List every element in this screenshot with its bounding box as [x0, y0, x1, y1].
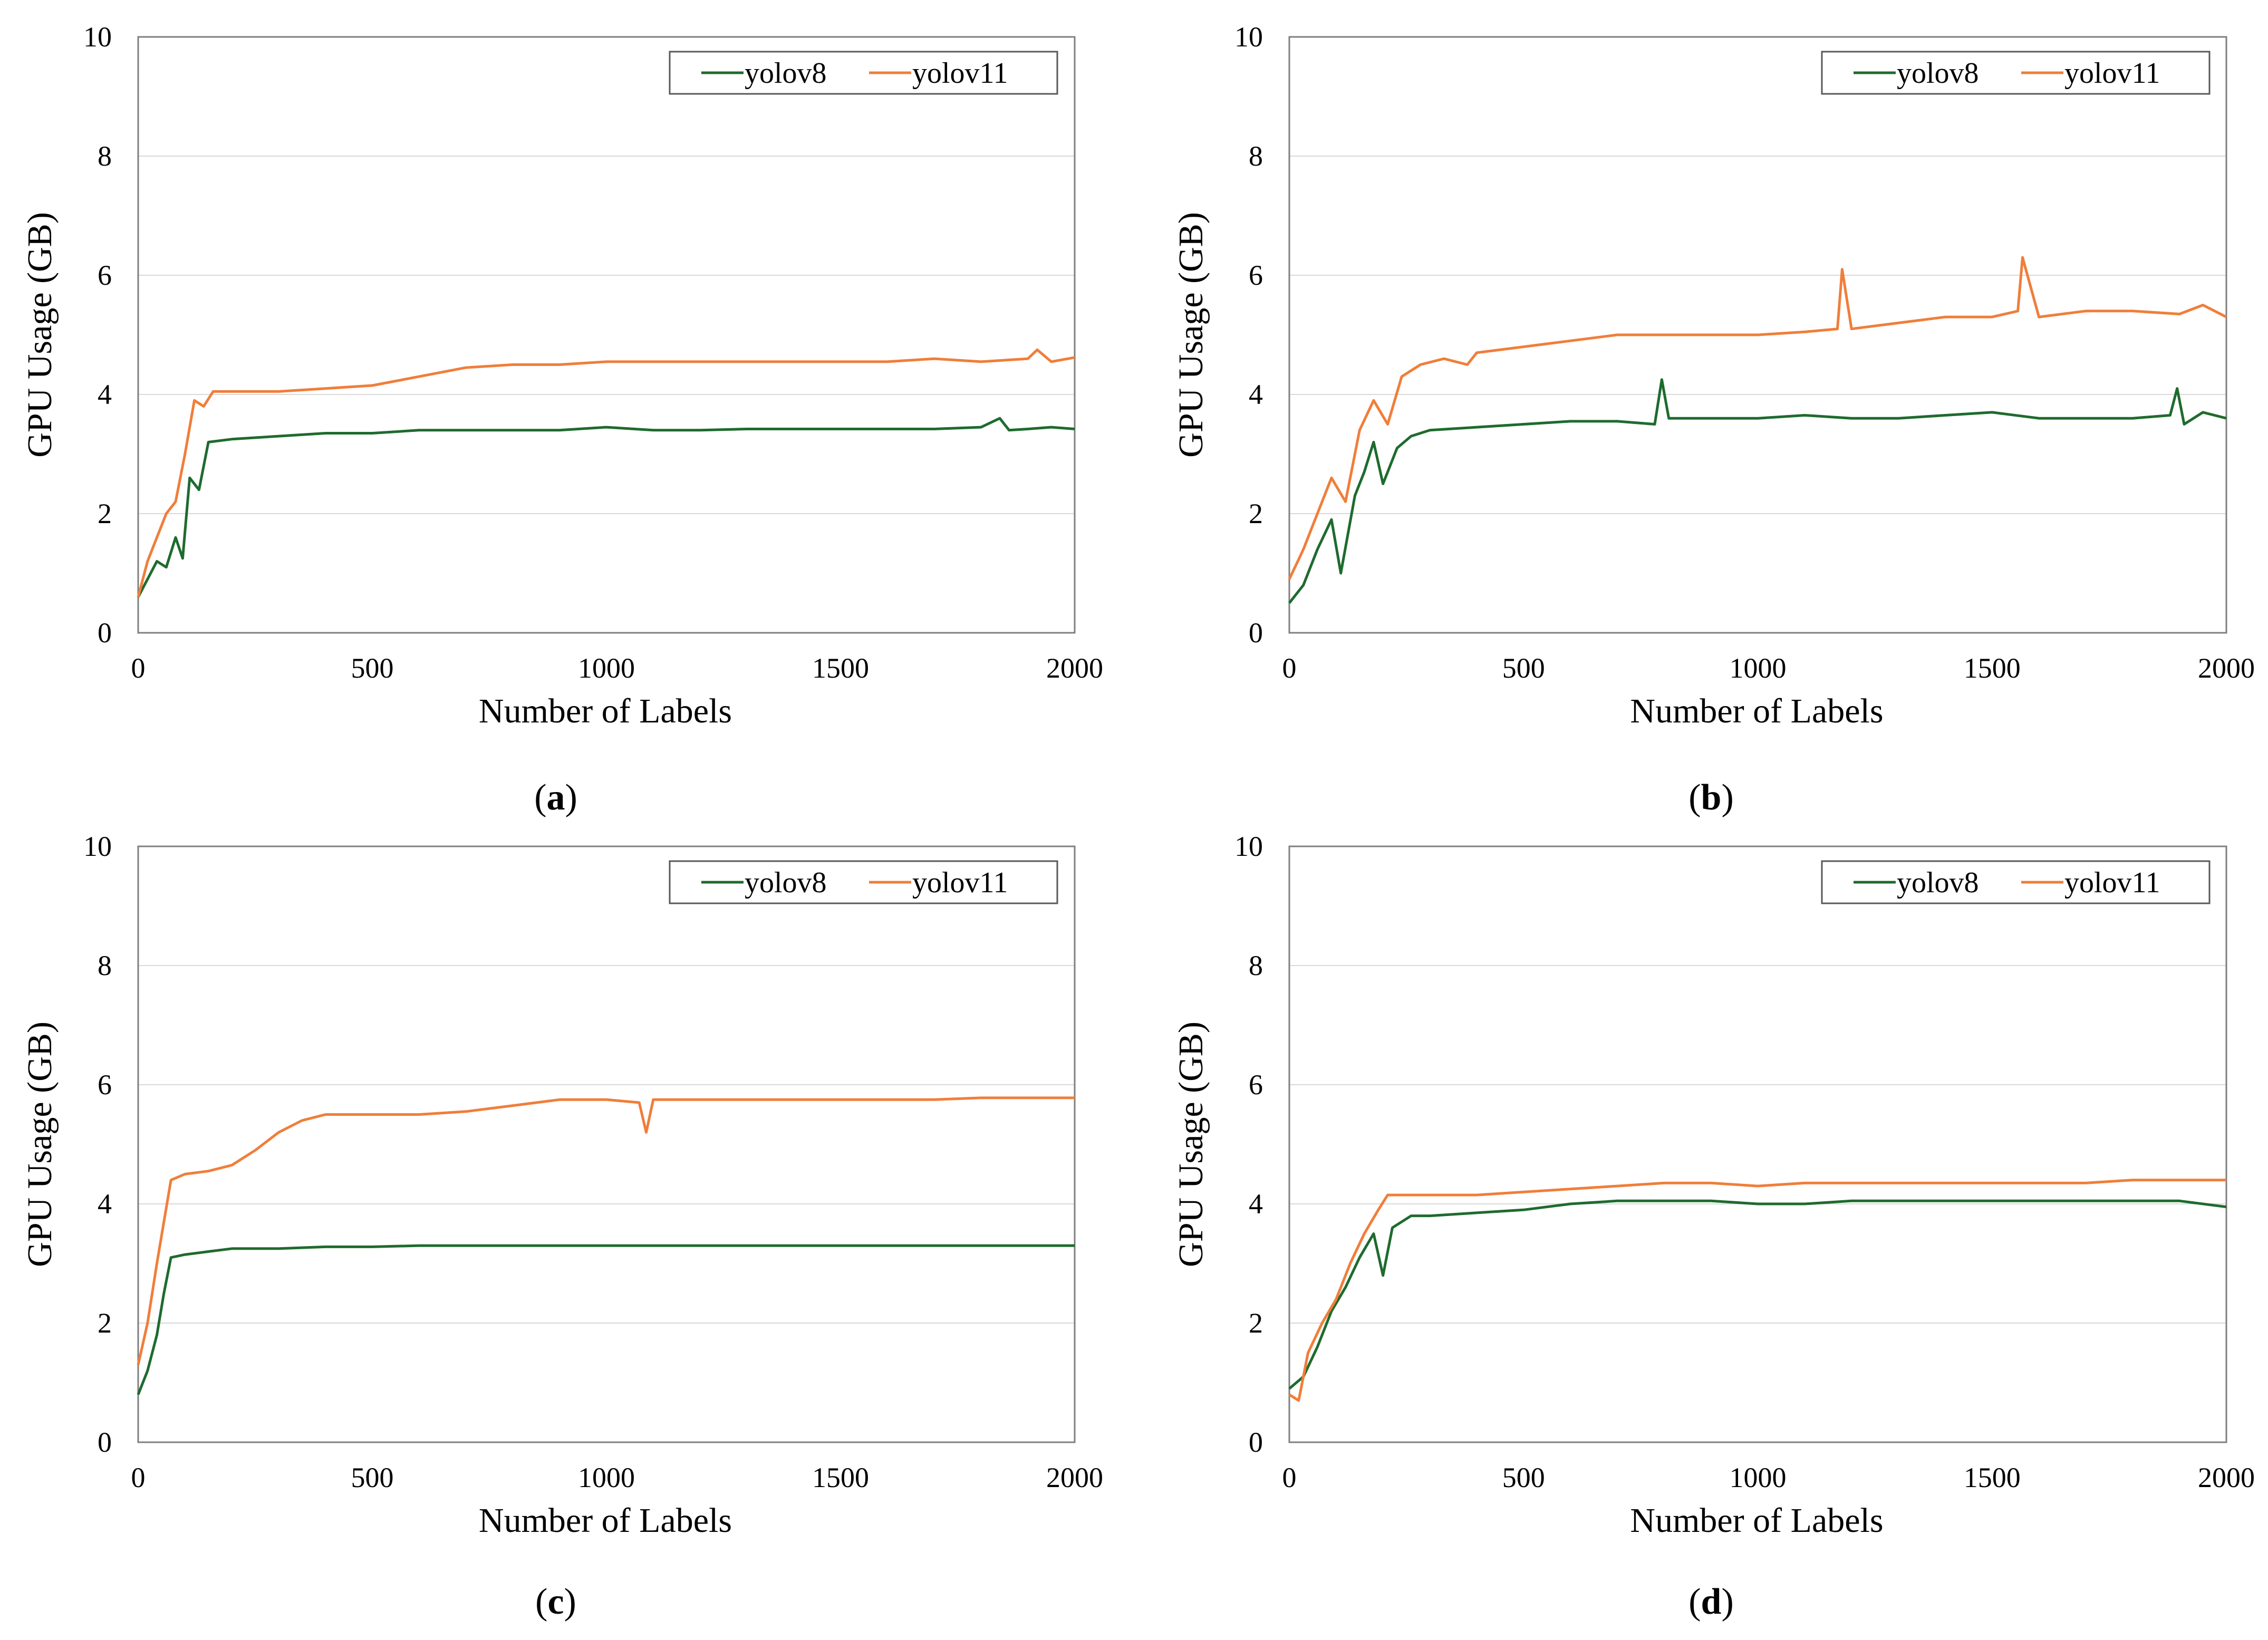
- caption-letter: a: [547, 777, 565, 818]
- x-tick-label: 2000: [2198, 1462, 2255, 1493]
- caption-letter: c: [547, 1581, 564, 1622]
- y-axis-label: GPU Usage (GB): [1172, 212, 1210, 458]
- y-tick-label: 2: [1249, 1307, 1263, 1339]
- caption-close-paren: ): [565, 777, 577, 818]
- series-line-yolov11: [137, 1096, 1075, 1365]
- x-tick-label: 500: [1502, 1462, 1545, 1493]
- caption-close-paren: ): [564, 1581, 576, 1622]
- y-tick-label: 8: [1249, 950, 1263, 981]
- caption-open-paren: (: [1688, 777, 1701, 818]
- x-tick-label: 500: [351, 1462, 394, 1493]
- x-tick-label: 1500: [1964, 652, 2021, 684]
- x-tick-label: 2000: [2198, 652, 2255, 684]
- legend-label-yolov8: yolov8: [745, 866, 827, 899]
- y-tick-label: 2: [98, 498, 112, 529]
- plot-frame: [1288, 845, 2227, 1443]
- y-tick-label: 10: [83, 831, 112, 862]
- y-tick-label: 0: [1249, 1426, 1263, 1458]
- x-axis-label: Number of Labels: [479, 1501, 732, 1540]
- x-axis-label: Number of Labels: [479, 692, 732, 730]
- series-line-yolov8: [137, 417, 1075, 598]
- x-tick-label: 2000: [1046, 652, 1103, 684]
- y-tick-label: 10: [83, 21, 112, 53]
- series-line-yolov8: [137, 1244, 1075, 1395]
- x-tick-label: 1000: [578, 652, 635, 684]
- legend-label-yolov11: yolov11: [2064, 57, 2160, 90]
- legend-label-yolov11: yolov11: [912, 866, 1008, 899]
- x-tick-label: 500: [351, 652, 394, 684]
- caption-open-paren: (: [1688, 1581, 1701, 1622]
- x-axis-label: Number of Labels: [1630, 692, 1883, 730]
- series-line-yolov11: [1288, 1179, 2226, 1402]
- x-tick-label: 1000: [1730, 652, 1787, 684]
- x-tick-label: 0: [1282, 652, 1297, 684]
- caption-close-paren: ): [1721, 777, 1733, 818]
- y-tick-label: 4: [1249, 379, 1263, 410]
- y-tick-label: 8: [1249, 140, 1263, 172]
- y-tick-label: 4: [98, 379, 112, 410]
- panel-caption: (a): [534, 777, 577, 818]
- series-line-yolov8: [1288, 1199, 2227, 1390]
- y-tick-label: 10: [1234, 21, 1263, 53]
- y-tick-label: 8: [98, 140, 112, 172]
- series-line-yolov11: [1288, 256, 2227, 580]
- x-tick-label: 1000: [578, 1462, 635, 1493]
- x-tick-label: 1500: [1964, 1462, 2021, 1493]
- y-tick-label: 6: [1249, 259, 1263, 291]
- x-tick-label: 1000: [1730, 1462, 1787, 1493]
- panel-caption: (b): [1688, 777, 1734, 818]
- panel-caption: (c): [535, 1581, 576, 1622]
- y-tick-label: 6: [98, 259, 112, 291]
- y-tick-label: 10: [1234, 831, 1263, 862]
- caption-close-paren: ): [1721, 1581, 1733, 1622]
- y-tick-label: 2: [98, 1307, 112, 1339]
- plot-frame: [137, 36, 1076, 634]
- x-tick-label: 0: [131, 652, 146, 684]
- y-tick-label: 4: [1249, 1188, 1263, 1220]
- plot-frame: [137, 845, 1076, 1443]
- panel-b: 0 2 4 6 8 10 0 500 1000 1500 2000 Number of Labels G…: [1172, 21, 2255, 818]
- x-tick-label: 500: [1502, 652, 1545, 684]
- y-tick-label: 8: [98, 950, 112, 981]
- panel-c: 0 2 4 6 8 10 0 500 1000 1500 2000 Number of Labels G…: [21, 831, 1103, 1622]
- panel-d: 0 2 4 6 8 10 0 500 1000 1500 2000 Number of Labels G…: [1172, 831, 2255, 1622]
- y-tick-label: 6: [1249, 1069, 1263, 1101]
- y-tick-label: 4: [98, 1188, 112, 1220]
- series-line-yolov11: [137, 348, 1075, 597]
- x-axis-label: Number of Labels: [1630, 1501, 1883, 1540]
- series-line-yolov8: [1288, 378, 2227, 604]
- x-tick-label: 1500: [812, 652, 869, 684]
- y-tick-label: 0: [1249, 617, 1263, 649]
- caption-open-paren: (: [534, 777, 546, 818]
- legend-label-yolov8: yolov8: [1897, 866, 1979, 899]
- legend-label-yolov8: yolov8: [745, 57, 827, 90]
- y-axis-label: GPU Usage (GB): [21, 212, 59, 458]
- y-axis-label: GPU Usage (GB): [21, 1021, 59, 1267]
- y-tick-label: 0: [98, 1426, 112, 1458]
- y-tick-label: 6: [98, 1069, 112, 1101]
- panel-caption: (d): [1688, 1581, 1734, 1622]
- caption-letter: d: [1701, 1581, 1722, 1622]
- legend-box: [1821, 51, 2211, 95]
- x-tick-label: 2000: [1046, 1462, 1103, 1493]
- legend-label-yolov11: yolov11: [912, 57, 1008, 90]
- legend-label-yolov11: yolov11: [2064, 866, 2160, 899]
- y-tick-label: 0: [98, 617, 112, 649]
- y-axis-label: GPU Usage (GB): [1172, 1021, 1210, 1267]
- x-tick-label: 0: [1282, 1462, 1297, 1493]
- panel-a: 0 2 4 6 8 10 0 500 1000 1500 2000 Number of Labels G…: [21, 21, 1103, 818]
- plot-frame: [1288, 36, 2227, 634]
- x-tick-label: 1500: [812, 1462, 869, 1493]
- caption-open-paren: (: [535, 1581, 547, 1622]
- y-tick-label: 2: [1249, 498, 1263, 529]
- legend-label-yolov8: yolov8: [1897, 57, 1979, 90]
- x-tick-label: 0: [131, 1462, 146, 1493]
- caption-letter: b: [1701, 777, 1722, 818]
